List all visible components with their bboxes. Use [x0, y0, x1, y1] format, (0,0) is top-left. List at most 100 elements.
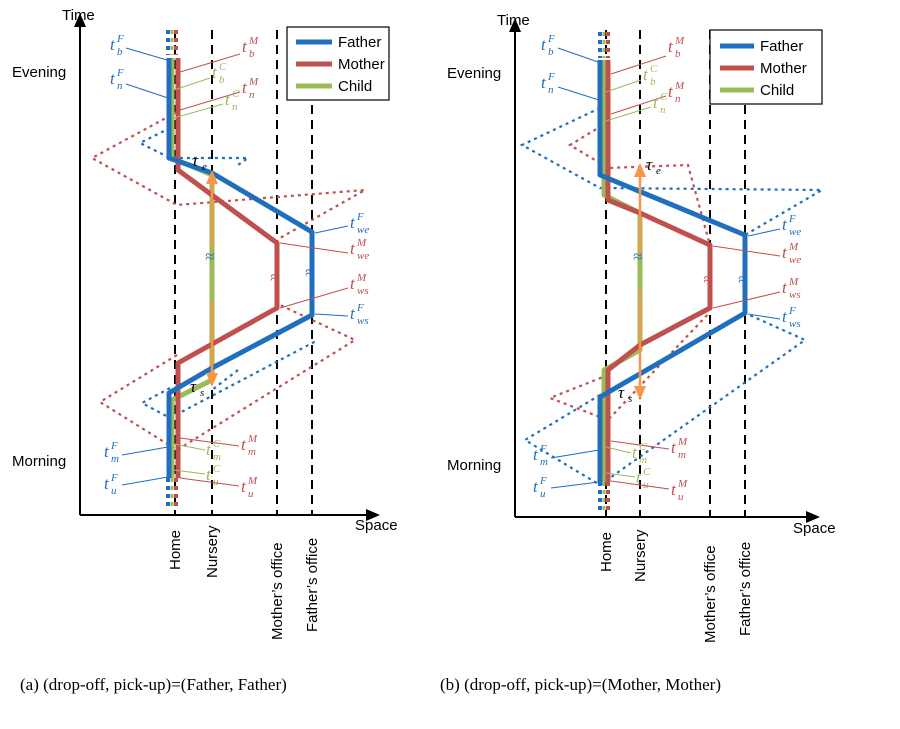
legend-mother: Mother [760, 60, 807, 77]
svg-text:n: n [675, 93, 681, 105]
svg-text:t: t [782, 307, 788, 326]
svg-text:F: F [788, 213, 796, 225]
svg-text:t: t [242, 78, 248, 97]
svg-text:b: b [117, 46, 123, 58]
svg-text:m: m [248, 446, 256, 458]
svg-text:u: u [248, 488, 254, 500]
caption-a: (a) (drop-off, pick-up)=(Father, Father) [20, 675, 287, 694]
svg-text:t: t [668, 82, 674, 101]
label-t-ws-M-a: t M ws [279, 272, 369, 309]
svg-text:F: F [356, 211, 364, 223]
svg-text:t: t [104, 442, 110, 461]
svg-text:F: F [110, 472, 118, 484]
tau-s-arrowhead [206, 373, 218, 387]
svg-text:t: t [225, 90, 231, 109]
tau-e-label: τ e [646, 155, 661, 177]
svg-text:t: t [350, 213, 356, 232]
tau-e-arrowhead [206, 170, 218, 184]
label-t-ws-F-b: t F ws [747, 305, 801, 330]
evening-label: Evening [447, 65, 501, 82]
svg-text:m: m [678, 449, 686, 461]
morning-label: Morning [12, 453, 66, 470]
label-t-b-M-a: t M b [179, 35, 259, 73]
legend-a: Father Mother Child [286, 26, 390, 101]
label-t-n-M-b: t M n [610, 80, 685, 115]
svg-text:b: b [650, 76, 656, 88]
break-mark-mother: ≈ [270, 268, 279, 287]
svg-text:t: t [104, 474, 110, 493]
svg-text:m: m [540, 456, 548, 468]
father-evening-dotted-path [519, 107, 827, 236]
label-t-m-C-a: t C m [173, 438, 221, 463]
label-t-m-M-a: t M m [179, 433, 258, 458]
mother-morning-dotted-path [97, 304, 358, 452]
svg-text:M: M [674, 35, 685, 47]
svg-text:C: C [660, 91, 668, 103]
svg-text:m: m [111, 453, 119, 465]
svg-text:s: s [200, 387, 204, 399]
svg-text:t: t [671, 438, 677, 457]
label-t-n-F-a: t F n [110, 67, 169, 99]
label-t-m-M-b: t M m [610, 436, 688, 461]
mother-evening-dotted-path [89, 111, 366, 239]
tau-e-arrowhead [634, 163, 646, 177]
label-t-we-F-a: t F we [314, 211, 369, 236]
svg-text:t: t [671, 480, 677, 499]
label-t-we-M-b: t M we [712, 241, 801, 266]
svg-text:b: b [249, 48, 255, 60]
svg-text:ws: ws [789, 289, 801, 301]
svg-text:t: t [541, 73, 547, 92]
svg-text:e: e [202, 161, 207, 173]
svg-text:e: e [656, 165, 661, 177]
svg-text:M: M [677, 478, 688, 490]
nursery-label: Nursery [632, 529, 649, 582]
svg-text:we: we [357, 224, 369, 236]
space-axis-arrowhead [806, 511, 820, 523]
svg-text:s: s [628, 393, 632, 405]
label-t-u-F-a: t F u [104, 472, 169, 497]
legend-mother: Mother [338, 56, 385, 73]
svg-text:t: t [782, 243, 788, 262]
svg-text:M: M [677, 436, 688, 448]
morning-label: Morning [447, 457, 501, 474]
svg-text:u: u [643, 479, 649, 491]
svg-text:M: M [356, 237, 367, 249]
svg-text:n: n [249, 89, 255, 101]
space-axis-arrowhead [366, 509, 380, 521]
svg-text:t: t [653, 93, 659, 112]
father-path [166, 58, 315, 478]
label-t-m-C-b: t C m [605, 441, 647, 466]
father-evening-dotted-path [137, 127, 252, 166]
break-mark-father: ≈ [738, 270, 747, 289]
caption-b: (b) (drop-off, pick-up)=(Mother, Mother) [440, 675, 721, 694]
space-axis-label: Space [355, 517, 398, 534]
svg-text:C: C [643, 466, 651, 478]
svg-text:τ: τ [190, 377, 197, 396]
label-t-m-F-b: t F m [533, 443, 600, 468]
svg-text:C: C [639, 441, 647, 453]
tau-e-label: τ e [192, 151, 207, 173]
svg-text:t: t [350, 274, 356, 293]
panel-a: Time Space Evening Morning Home Nursery … [12, 7, 398, 640]
svg-text:n: n [548, 84, 554, 96]
svg-text:t: t [668, 37, 674, 56]
svg-text:F: F [116, 67, 124, 79]
svg-text:b: b [219, 74, 225, 86]
svg-text:t: t [241, 477, 247, 496]
svg-text:M: M [788, 276, 799, 288]
home-label: Home [167, 530, 184, 570]
tau-s-arrowhead [634, 386, 646, 400]
label-t-ws-M-b: t M ws [712, 276, 801, 309]
time-axis-label: Time [62, 7, 95, 24]
label-t-n-F-b: t F n [541, 71, 600, 101]
svg-text:τ: τ [618, 383, 625, 402]
svg-text:t: t [643, 65, 649, 84]
svg-text:m: m [639, 454, 647, 466]
svg-text:t: t [350, 304, 356, 323]
svg-text:t: t [212, 63, 218, 82]
home-label: Home [598, 532, 615, 572]
space-axis-label: Space [793, 520, 836, 537]
svg-text:F: F [356, 302, 364, 314]
label-t-n-C-a: t C n [173, 88, 240, 119]
